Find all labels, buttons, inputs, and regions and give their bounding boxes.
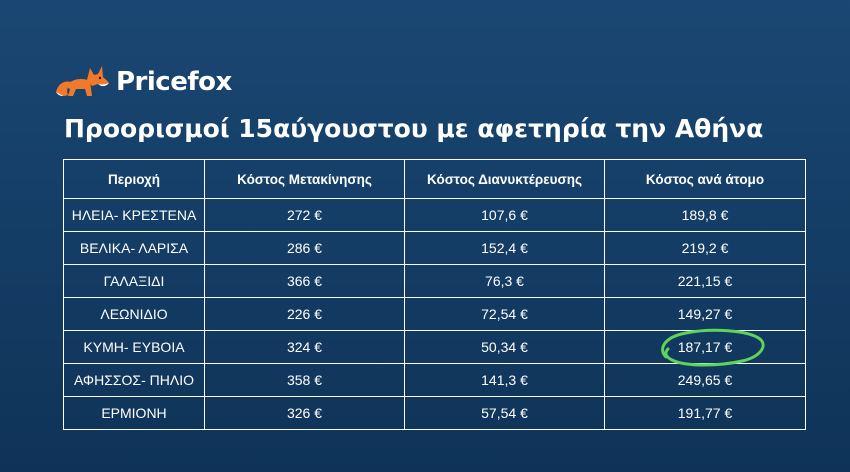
brand-name: Pricefox [116, 67, 232, 97]
column-header-region: Περιοχή [63, 159, 205, 199]
cell-per-person-cost: 149,27 € [604, 297, 806, 331]
cell-travel-cost: 324 € [204, 330, 405, 364]
cell-stay-cost: 50,34 € [404, 330, 605, 364]
cell-travel-cost: 226 € [204, 297, 405, 331]
table-row: ΕΡΜΙΟΝΗ 326 € 57,54 € 191,77 € [63, 396, 806, 430]
cell-region: ΕΡΜΙΟΝΗ [63, 396, 205, 430]
cell-per-person-cost: 249,65 € [604, 363, 806, 397]
cell-travel-cost: 358 € [204, 363, 405, 397]
cell-travel-cost: 326 € [204, 396, 405, 430]
cell-region: ΗΛΕΙΑ- ΚΡΕΣΤΕΝΑ [63, 198, 205, 232]
fox-icon [56, 66, 109, 96]
column-header-stay-cost: Κόστος Διανυκτέρευσης [404, 159, 605, 199]
cell-stay-cost: 152,4 € [404, 231, 605, 265]
table-header-row: Περιοχή Κόστος Μετακίνησης Κόστος Διανυκ… [63, 159, 806, 199]
highlighted-value-text: 187,17 € [677, 339, 733, 355]
cell-region: ΛΕΩΝΙΔΙΟ [63, 297, 205, 331]
column-header-per-person-cost: Κόστος ανά άτομο [604, 159, 806, 199]
cell-region: ΒΕΛΙΚΑ- ΛΑΡΙΣΑ [63, 231, 205, 265]
cell-per-person-cost: 189,8 € [604, 198, 806, 232]
table-row: ΓΑΛΑΞΙΔΙ 366 € 76,3 € 221,15 € [63, 264, 806, 298]
column-header-travel-cost: Κόστος Μετακίνησης [204, 159, 405, 199]
cell-region: ΚΥΜΗ- ΕΥΒΟΙΑ [63, 330, 205, 364]
highlighted-value: 187,17 € [660, 328, 765, 367]
cell-stay-cost: 72,54 € [404, 297, 605, 331]
table-row: ΒΕΛΙΚΑ- ΛΑΡΙΣΑ 286 € 152,4 € 219,2 € [63, 231, 806, 265]
table-row: ΗΛΕΙΑ- ΚΡΕΣΤΕΝΑ 272 € 107,6 € 189,8 € [63, 198, 806, 232]
cell-region: ΑΦΗΣΣΟΣ- ΠΗΛΙΟ [63, 363, 205, 397]
cell-per-person-cost: 221,15 € [604, 264, 806, 298]
brand-logo: Pricefox [54, 62, 232, 102]
table-row: ΛΕΩΝΙΔΙΟ 226 € 72,54 € 149,27 € [63, 297, 806, 331]
cell-travel-cost: 272 € [204, 198, 405, 232]
cell-per-person-cost-highlighted: 187,17 € [604, 328, 806, 367]
cell-stay-cost: 141,3 € [404, 363, 605, 397]
cell-stay-cost: 76,3 € [404, 264, 605, 298]
destinations-table: Περιοχή Κόστος Μετακίνησης Κόστος Διανυκ… [63, 159, 806, 430]
cell-travel-cost: 286 € [204, 231, 405, 265]
cell-region: ΓΑΛΑΞΙΔΙ [63, 264, 205, 298]
cell-stay-cost: 57,54 € [404, 396, 605, 430]
cell-per-person-cost: 219,2 € [604, 231, 806, 265]
cell-stay-cost: 107,6 € [404, 198, 605, 232]
cell-travel-cost: 366 € [204, 264, 405, 298]
table-row: ΚΥΜΗ- ΕΥΒΟΙΑ 324 € 50,34 € 187,17 € [63, 328, 806, 367]
table-row: ΑΦΗΣΣΟΣ- ΠΗΛΙΟ 358 € 141,3 € 249,65 € [63, 363, 806, 397]
page-title: Προορισμοί 15αύγουστου με αφετηρία την Α… [64, 114, 764, 143]
cell-per-person-cost: 191,77 € [604, 396, 806, 430]
